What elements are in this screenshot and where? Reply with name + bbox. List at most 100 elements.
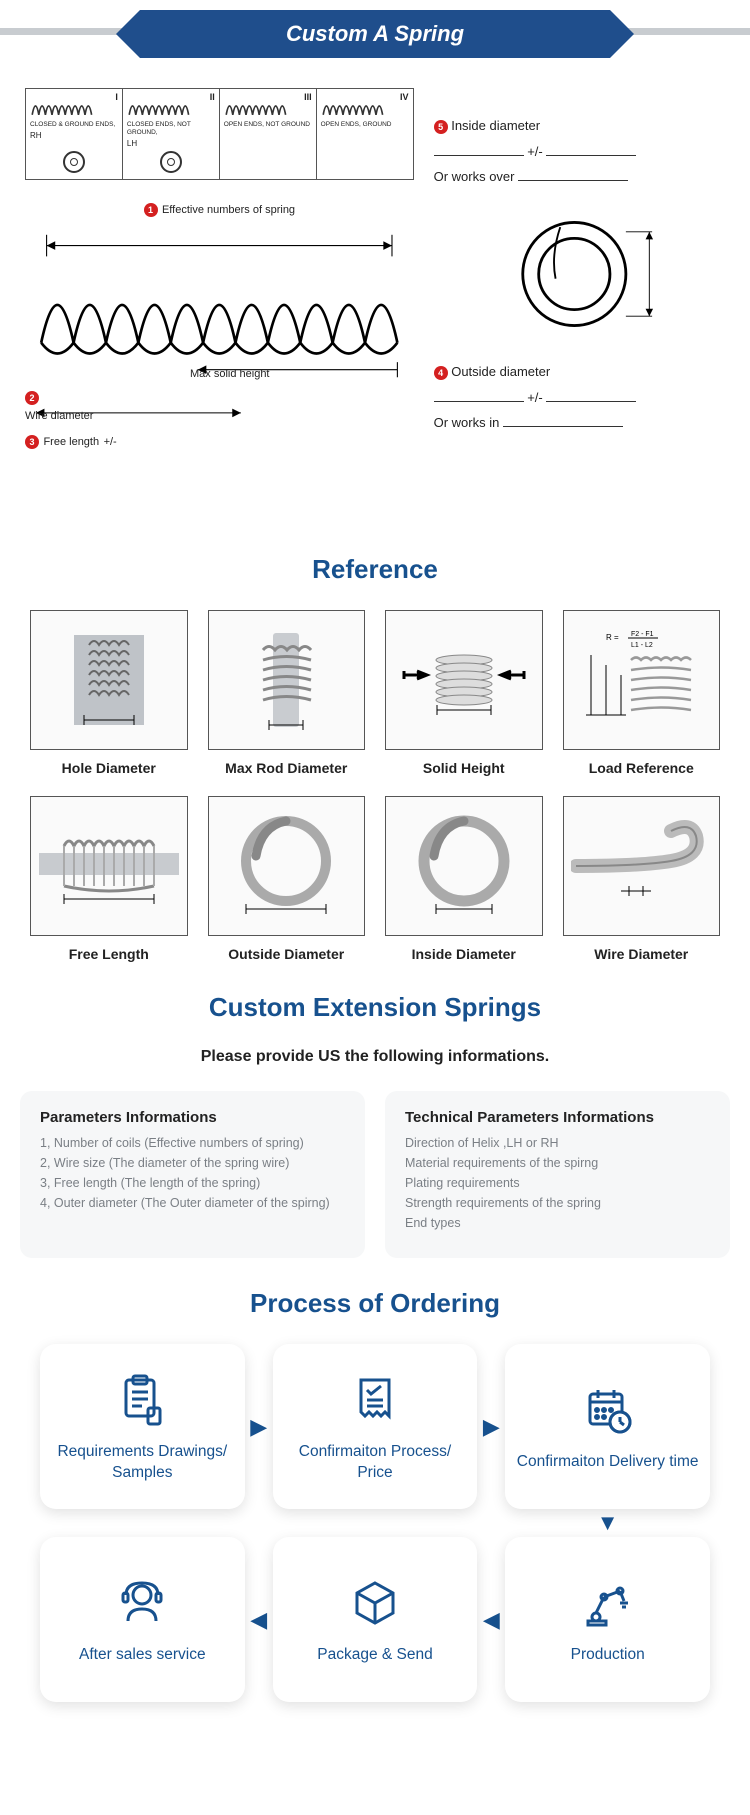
headset-icon: [116, 1577, 168, 1629]
ref-max-rod: Max Rod Diameter: [208, 610, 366, 776]
badge-3: 3: [25, 435, 39, 449]
ref-wire-diameter: Wire Diameter: [563, 796, 721, 962]
ring-end-view: [504, 199, 654, 349]
arrow-down-icon: ▼: [505, 1510, 710, 1536]
card-line: 2, Wire size (The diameter of the spring…: [40, 1156, 345, 1170]
arrow-right-icon: ▶: [245, 1414, 273, 1440]
label-wire-diameter: Wire diameter: [25, 410, 93, 422]
mini-spring-icon: [127, 95, 193, 117]
helix-label: LH: [127, 139, 215, 148]
header-banner: Custom A Spring: [0, 10, 750, 58]
solid-height-icon: [399, 625, 529, 735]
step-label: Requirements Drawings/ Samples: [50, 1442, 235, 1484]
id-icon: [409, 811, 519, 921]
calendar-clock-icon: [582, 1384, 634, 1436]
label-works-over: Or works over: [434, 169, 515, 184]
ref-label: Free Length: [30, 946, 188, 962]
step-production: Production: [505, 1537, 710, 1702]
label-free-length: Free length: [43, 436, 99, 448]
receipt-icon: [349, 1374, 401, 1426]
max-rod-icon: [231, 625, 341, 735]
diagram-right: 5 Inside diameter +/- Or works over 4 Ou…: [434, 88, 725, 484]
robot-arm-icon: [582, 1577, 634, 1629]
card-line: Direction of Helix ,LH or RH: [405, 1136, 710, 1150]
ref-label: Inside Diameter: [385, 946, 543, 962]
arrow-right-icon: ▶: [477, 1414, 505, 1440]
extension-subheading: Please provide US the following informat…: [0, 1048, 750, 1066]
ref-free-length: Free Length: [30, 796, 188, 962]
wire-dia-icon: [571, 811, 711, 921]
card-line: 4, Outer diameter (The Outer diameter of…: [40, 1196, 345, 1210]
svg-text:L1 - L2: L1 - L2: [631, 642, 653, 649]
svg-text:F2 - F1: F2 - F1: [631, 631, 654, 638]
label-works-in: Or works in: [434, 415, 500, 430]
label-pm: +/-: [527, 144, 543, 159]
ref-solid-height: Solid Height: [385, 610, 543, 776]
roman-1: I: [115, 92, 118, 102]
package-icon: [349, 1577, 401, 1629]
step-confirm-price: Confirmaiton Process/ Price: [273, 1344, 478, 1509]
end-types-row: I CLOSED & GROUND ENDS, RH II CLOSED END…: [25, 88, 414, 180]
hole-diameter-icon: [54, 625, 164, 735]
svg-text:R =: R =: [606, 633, 619, 642]
roman-4: IV: [400, 92, 409, 102]
mini-spring-icon: [224, 95, 290, 117]
reference-grid: Hole Diameter Max Rod Diameter Solid Hei…: [0, 610, 750, 962]
page-title: Custom A Spring: [286, 21, 464, 47]
label-effective-numbers: Effective numbers of spring: [162, 204, 295, 216]
card-line: 1, Number of coils (Effective numbers of…: [40, 1136, 345, 1150]
badge-2: 2: [25, 391, 39, 405]
arrow-left-icon: ◀: [477, 1607, 505, 1633]
end-type-label: OPEN ENDS, GROUND: [321, 121, 409, 129]
step-label: Confirmaiton Delivery time: [517, 1452, 699, 1473]
step-label: Production: [571, 1645, 645, 1666]
step-package-send: Package & Send: [273, 1537, 478, 1702]
ref-label: Load Reference: [563, 760, 721, 776]
label-max-solid: Max solid height: [190, 368, 579, 380]
end-type-label: CLOSED ENDS, NOT GROUND,: [127, 121, 215, 137]
badge-1: 1: [144, 203, 158, 217]
reference-heading: Reference: [0, 554, 750, 585]
end-type-1: I CLOSED & GROUND ENDS, RH: [26, 89, 123, 179]
ref-hole-diameter: Hole Diameter: [30, 610, 188, 776]
header-bar: Custom A Spring: [140, 10, 610, 58]
end-type-4: IV OPEN ENDS, GROUND: [317, 89, 413, 179]
end-view-icon: [160, 151, 182, 173]
card-line: 3, Free length (The length of the spring…: [40, 1176, 345, 1190]
params-card: Parameters Informations 1, Number of coi…: [20, 1091, 365, 1258]
label-inside-diameter: Inside diameter: [451, 118, 540, 133]
card-title: Technical Parameters Informations: [405, 1109, 710, 1126]
ref-inside-diameter: Inside Diameter: [385, 796, 543, 962]
process-heading: Process of Ordering: [0, 1288, 750, 1319]
roman-3: III: [304, 92, 312, 102]
card-title: Parameters Informations: [40, 1109, 345, 1126]
ref-outside-diameter: Outside Diameter: [208, 796, 366, 962]
roman-2: II: [210, 92, 215, 102]
step-confirm-delivery: Confirmaiton Delivery time: [505, 1344, 710, 1509]
step-label: After sales service: [79, 1645, 206, 1666]
end-type-2: II CLOSED ENDS, NOT GROUND, LH: [123, 89, 220, 179]
ref-label: Solid Height: [385, 760, 543, 776]
end-type-label: OPEN ENDS, NOT GROUND: [224, 121, 312, 129]
mini-spring-icon: [321, 95, 387, 117]
end-type-3: III OPEN ENDS, NOT GROUND: [220, 89, 317, 179]
label-pm: +/-: [527, 390, 543, 405]
free-length-icon: [39, 811, 179, 921]
card-line: Plating requirements: [405, 1176, 710, 1190]
spring-diagram-section: I CLOSED & GROUND ENDS, RH II CLOSED END…: [0, 58, 750, 524]
mini-spring-icon: [30, 95, 96, 117]
arrow-left-icon: ◀: [245, 1607, 273, 1633]
diagram-left: I CLOSED & GROUND ENDS, RH II CLOSED END…: [25, 88, 414, 484]
card-line: Material requirements of the spirng: [405, 1156, 710, 1170]
step-requirements: Requirements Drawings/ Samples: [40, 1344, 245, 1509]
tech-params-card: Technical Parameters Informations Direct…: [385, 1091, 730, 1258]
process-grid: Requirements Drawings/ Samples ▶ Confirm…: [0, 1344, 750, 1742]
ref-label: Outside Diameter: [208, 946, 366, 962]
load-ref-icon: R = F2 - F1 L1 - L2: [576, 625, 706, 735]
step-label: Package & Send: [317, 1645, 432, 1666]
ref-label: Wire Diameter: [563, 946, 721, 962]
info-cards: Parameters Informations 1, Number of coi…: [0, 1091, 750, 1258]
od-icon: [231, 811, 341, 921]
end-type-label: CLOSED & GROUND ENDS,: [30, 121, 118, 129]
extension-heading: Custom Extension Springs: [0, 992, 750, 1023]
